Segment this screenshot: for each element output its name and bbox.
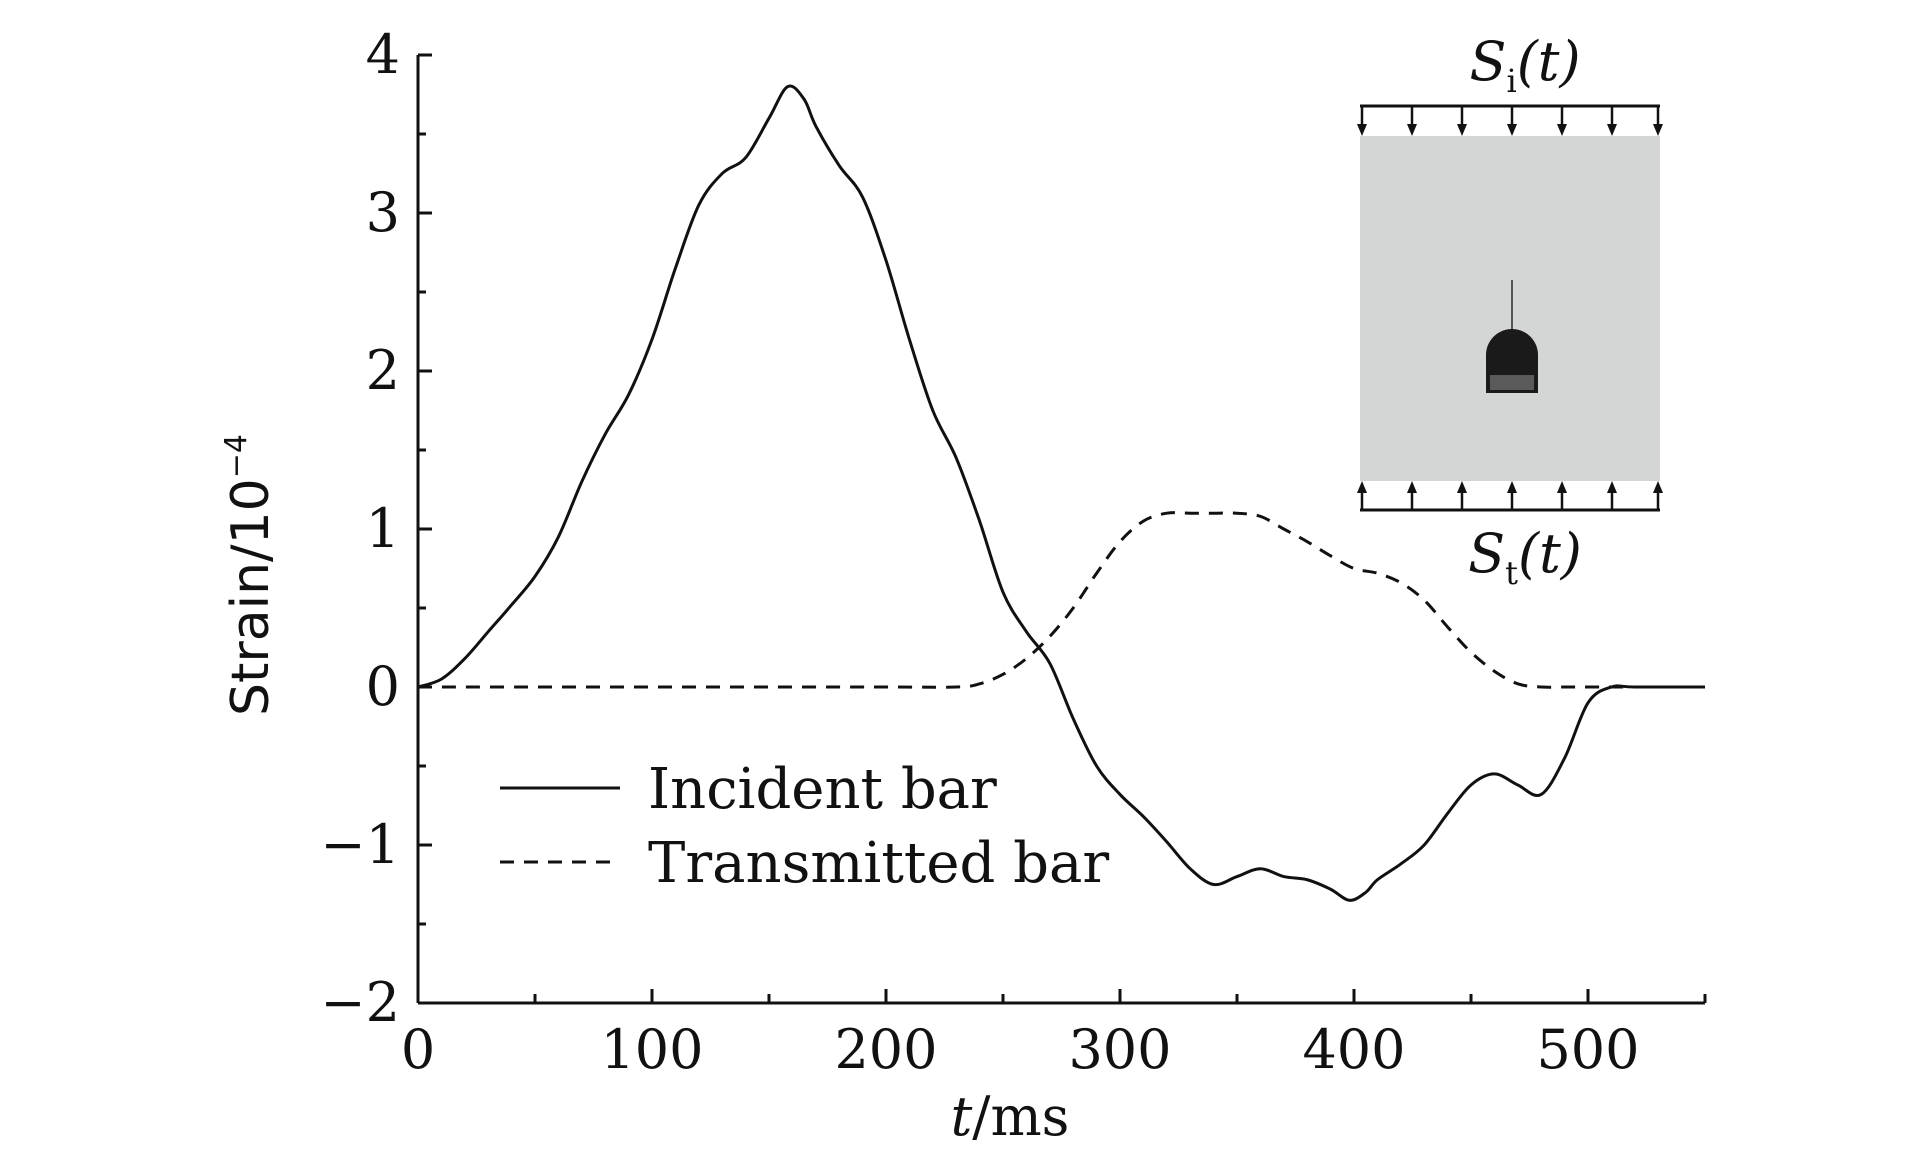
inset-schematic: Si(t) St(t) xyxy=(1357,30,1663,592)
down-arrow-icon xyxy=(1457,124,1467,136)
y-tick-label: −2 xyxy=(320,971,400,1034)
x-tick-label: 300 xyxy=(1068,1018,1171,1081)
inset-bottom-label: St(t) xyxy=(1468,522,1582,592)
x-tick-label: 400 xyxy=(1302,1018,1405,1081)
axes: −2 −1 0 1 2 3 4 0 100 200 300 400 500 xyxy=(320,23,1707,1081)
inset-top-label-arg: (t) xyxy=(1517,30,1581,93)
y-axis-title: Strain/10−4 xyxy=(219,434,281,716)
x-tick-label: 200 xyxy=(834,1018,937,1081)
legend-label-transmitted: Transmitted bar xyxy=(648,831,1109,896)
x-tick-label: 100 xyxy=(600,1018,703,1081)
inset-bottom-label-sub: t xyxy=(1505,554,1518,592)
y-tick-label: 0 xyxy=(366,655,400,718)
down-arrow-icon xyxy=(1507,124,1517,136)
x-axis-title-var: t xyxy=(951,1085,973,1148)
inset-bottom-label-base: S xyxy=(1468,522,1505,585)
inset-bottom-label-arg: (t) xyxy=(1518,522,1582,585)
up-arrow-icon xyxy=(1357,481,1367,493)
series-line-incident xyxy=(417,84,1705,902)
legend: Incident bar Transmitted bar xyxy=(500,757,1109,896)
inset-bottom-arrows xyxy=(1357,481,1663,510)
up-arrow-icon xyxy=(1507,481,1517,493)
y-tick-label: 4 xyxy=(366,23,400,86)
up-arrow-icon xyxy=(1653,481,1663,493)
down-arrow-icon xyxy=(1653,124,1663,136)
x-tick-label: 0 xyxy=(401,1018,435,1081)
inset-top-label-sub: i xyxy=(1506,62,1516,100)
legend-label-incident: Incident bar xyxy=(648,757,997,822)
inset-top-label: Si(t) xyxy=(1469,30,1580,100)
up-arrow-icon xyxy=(1407,481,1417,493)
y-tick-label: 3 xyxy=(366,181,400,244)
y-tick-label: 2 xyxy=(366,339,400,402)
down-arrow-icon xyxy=(1607,124,1617,136)
y-axis-title-base: Strain/10 xyxy=(221,478,281,716)
inset-plate xyxy=(1360,136,1660,481)
y-tick-label: 1 xyxy=(366,497,400,560)
x-axis-title: t/ms xyxy=(951,1085,1070,1148)
inset-top-arrows xyxy=(1357,106,1663,136)
y-axis-title-exp: −4 xyxy=(219,434,254,478)
up-arrow-icon xyxy=(1457,481,1467,493)
up-arrow-icon xyxy=(1607,481,1617,493)
series-layer xyxy=(417,84,1705,902)
down-arrow-icon xyxy=(1557,124,1567,136)
x-axis-title-unit: /ms xyxy=(972,1085,1069,1148)
inset-top-label-base: S xyxy=(1469,30,1506,93)
down-arrow-icon xyxy=(1407,124,1417,136)
x-tick-label: 500 xyxy=(1536,1018,1639,1081)
y-tick-label: −1 xyxy=(320,813,400,876)
down-arrow-icon xyxy=(1357,124,1367,136)
series-line-transmitted xyxy=(418,511,1705,689)
inset-tunnel-shade xyxy=(1490,375,1534,390)
up-arrow-icon xyxy=(1557,481,1567,493)
